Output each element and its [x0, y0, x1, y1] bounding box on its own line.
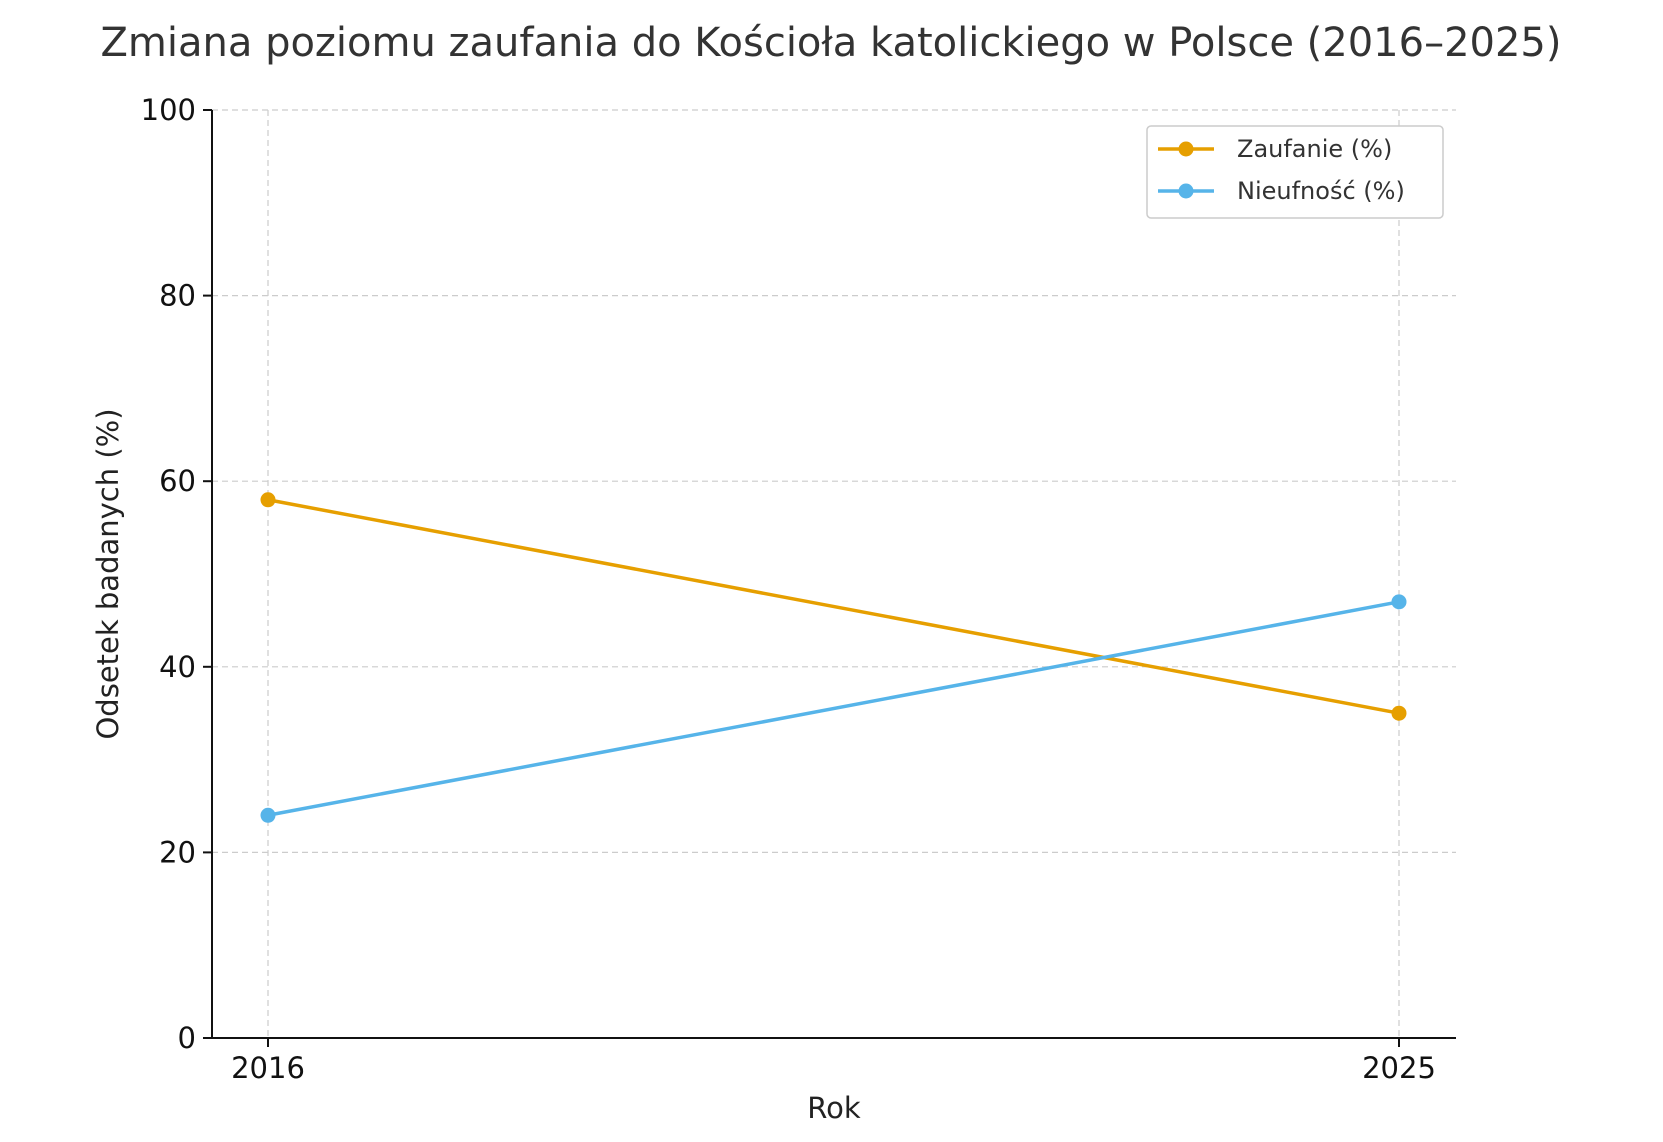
x-tick-label: 2016	[231, 1051, 305, 1085]
legend-box	[1146, 125, 1444, 219]
y-tick-label: 100	[141, 93, 196, 127]
y-tick-label: 0	[178, 1021, 196, 1055]
series-nieufnosc	[260, 594, 1407, 823]
y-tick-label: 60	[159, 464, 196, 498]
grid	[212, 109, 1456, 1038]
series-line	[267, 600, 1400, 817]
series-line	[267, 498, 1400, 715]
y-axis-label: Odsetek badanych (%)	[91, 408, 125, 739]
legend-item: Nieufność (%)	[1158, 177, 1405, 205]
legend-label: Nieufność (%)	[1237, 177, 1405, 205]
data-point	[260, 492, 276, 508]
legend-swatch-marker	[1178, 183, 1194, 199]
data-point	[1391, 705, 1407, 721]
axes	[211, 110, 1456, 1039]
x-tick-label: 2025	[1362, 1051, 1436, 1085]
data-point	[260, 807, 276, 823]
legend-label: Zaufanie (%)	[1237, 135, 1392, 163]
y-tick-label: 40	[159, 650, 196, 684]
y-tick-label: 80	[159, 279, 196, 313]
x-axis-label: Rok	[807, 1091, 861, 1125]
y-tick-label: 20	[159, 835, 196, 869]
legend: Zaufanie (%) Nieufność (%)	[1146, 125, 1444, 219]
series-zaufanie	[260, 492, 1407, 721]
ticks: 0 20 40 60 80 100 2016 2025	[141, 93, 1436, 1085]
chart-title: Zmiana poziomu zaufania do Kościoła kato…	[101, 20, 1562, 66]
series	[260, 492, 1407, 823]
legend-swatch-marker	[1178, 141, 1194, 157]
data-point	[1391, 594, 1407, 610]
legend-item: Zaufanie (%)	[1158, 135, 1392, 163]
